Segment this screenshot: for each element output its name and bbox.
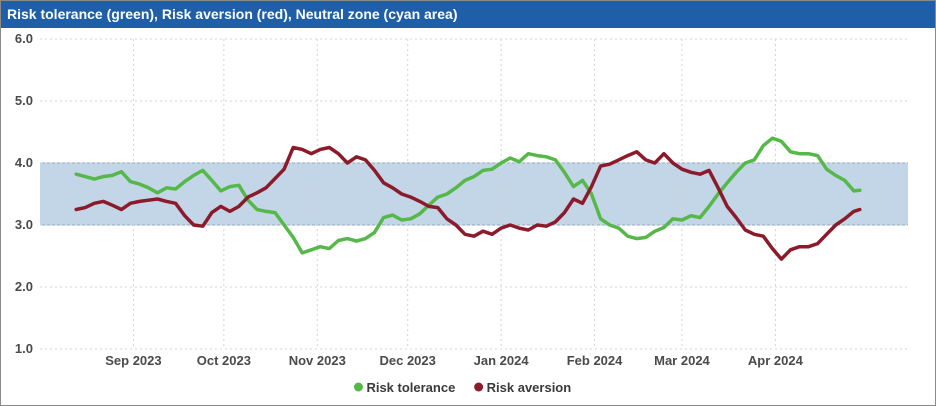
neutral-zone-band <box>40 163 908 225</box>
x-tick-label: Mar 2024 <box>654 353 710 368</box>
risk-tolerance-legend-label: Risk tolerance <box>366 380 455 395</box>
risk-aversion-line <box>74 145 862 261</box>
y-tick-label: 5.0 <box>15 93 33 108</box>
risk-tolerance-legend-marker <box>353 382 363 392</box>
y-tick-label: 6.0 <box>15 31 33 46</box>
y-tick-label: 3.0 <box>15 217 33 232</box>
x-tick-label: Nov 2023 <box>289 353 346 368</box>
risk-tolerance-line <box>74 136 862 255</box>
x-tick-label: Sep 2023 <box>105 353 161 368</box>
risk-aversion-legend-label: Risk aversion <box>487 380 572 395</box>
y-tick-label: 2.0 <box>15 279 33 294</box>
risk-aversion-legend-marker <box>474 382 484 392</box>
x-tick-label: Apr 2024 <box>748 353 804 368</box>
chart-title: Risk tolerance (green), Risk aversion (r… <box>1 1 935 28</box>
y-tick-label: 1.0 <box>15 341 33 356</box>
x-tick-label: Jan 2024 <box>474 353 530 368</box>
y-tick-label: 4.0 <box>15 155 33 170</box>
x-tick-label: Feb 2024 <box>567 353 623 368</box>
x-tick-label: Oct 2023 <box>197 353 251 368</box>
x-tick-label: Dec 2023 <box>379 353 435 368</box>
